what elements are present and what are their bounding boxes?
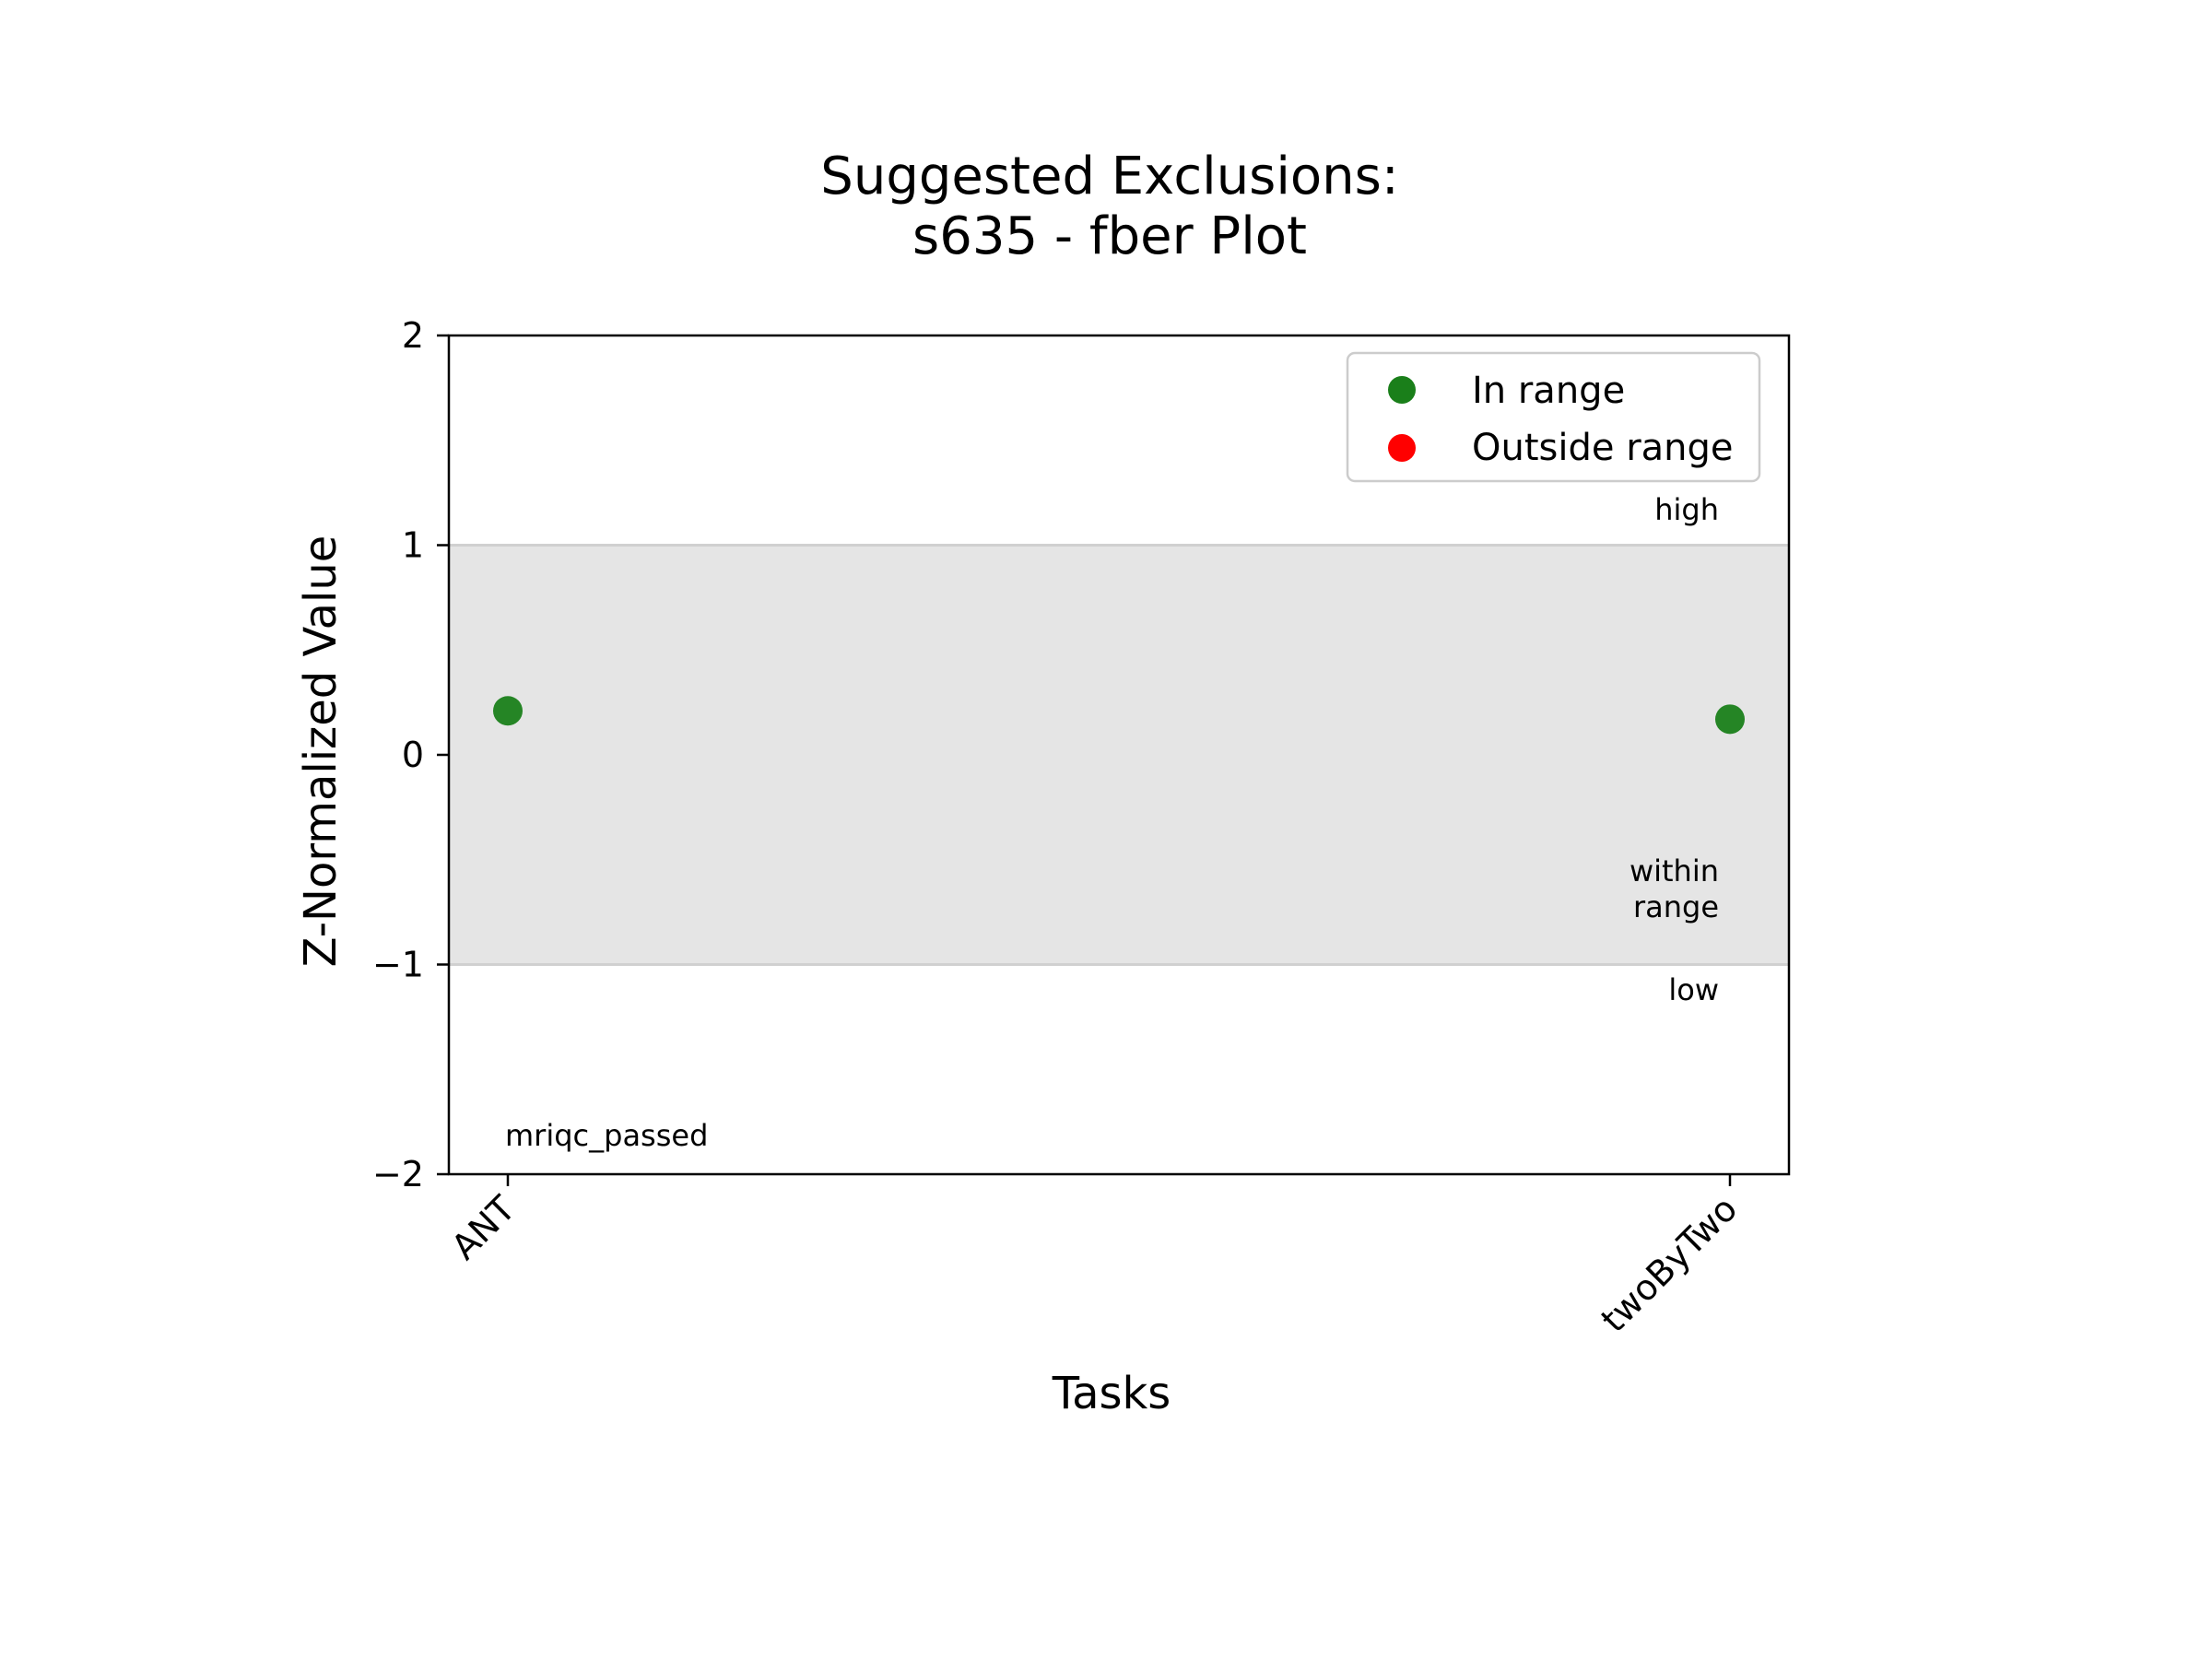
y-tick-label: −1 [372,945,424,985]
high-annotation: high [1654,492,1719,527]
status-annotation: mriqc_passed [505,1118,708,1153]
y-tick-label: 2 [402,315,424,356]
legend-in-range-marker [1388,376,1416,404]
within-range-annotation-line-1: within [1630,853,1719,888]
legend-outside-range-label: Outside range [1472,427,1734,469]
y-tick-label: 1 [402,525,424,566]
y-tick-label: 0 [402,735,424,775]
within-range-band [449,545,1789,965]
legend: In range Outside range [1346,351,1761,483]
x-tick-label-twobytwo: twoByTwo [1594,1188,1746,1340]
x-axis-label: Tasks [1052,1368,1171,1419]
legend-outside-range-marker [1388,434,1416,462]
within-range-annotation-line-2: range [1633,889,1719,924]
legend-box [1346,351,1761,483]
low-annotation: low [1668,972,1719,1007]
legend-in-range-label: In range [1472,370,1625,412]
data-point-twobytwo [1715,704,1745,735]
y-tick-label: −2 [372,1154,424,1194]
y-axis: 2 1 0 −1 −2 [372,315,449,1194]
x-axis: ANT twoByTwo [443,1174,1745,1340]
data-points [493,696,1745,735]
y-axis-label: Z-Normalized Value [295,535,347,968]
chart-title-line-2: s635 - fber Plot [912,206,1307,266]
x-tick-label-ant: ANT [443,1188,524,1268]
chart-title-line-1: Suggested Exclusions: [820,147,1398,206]
data-point-ant [493,696,523,726]
